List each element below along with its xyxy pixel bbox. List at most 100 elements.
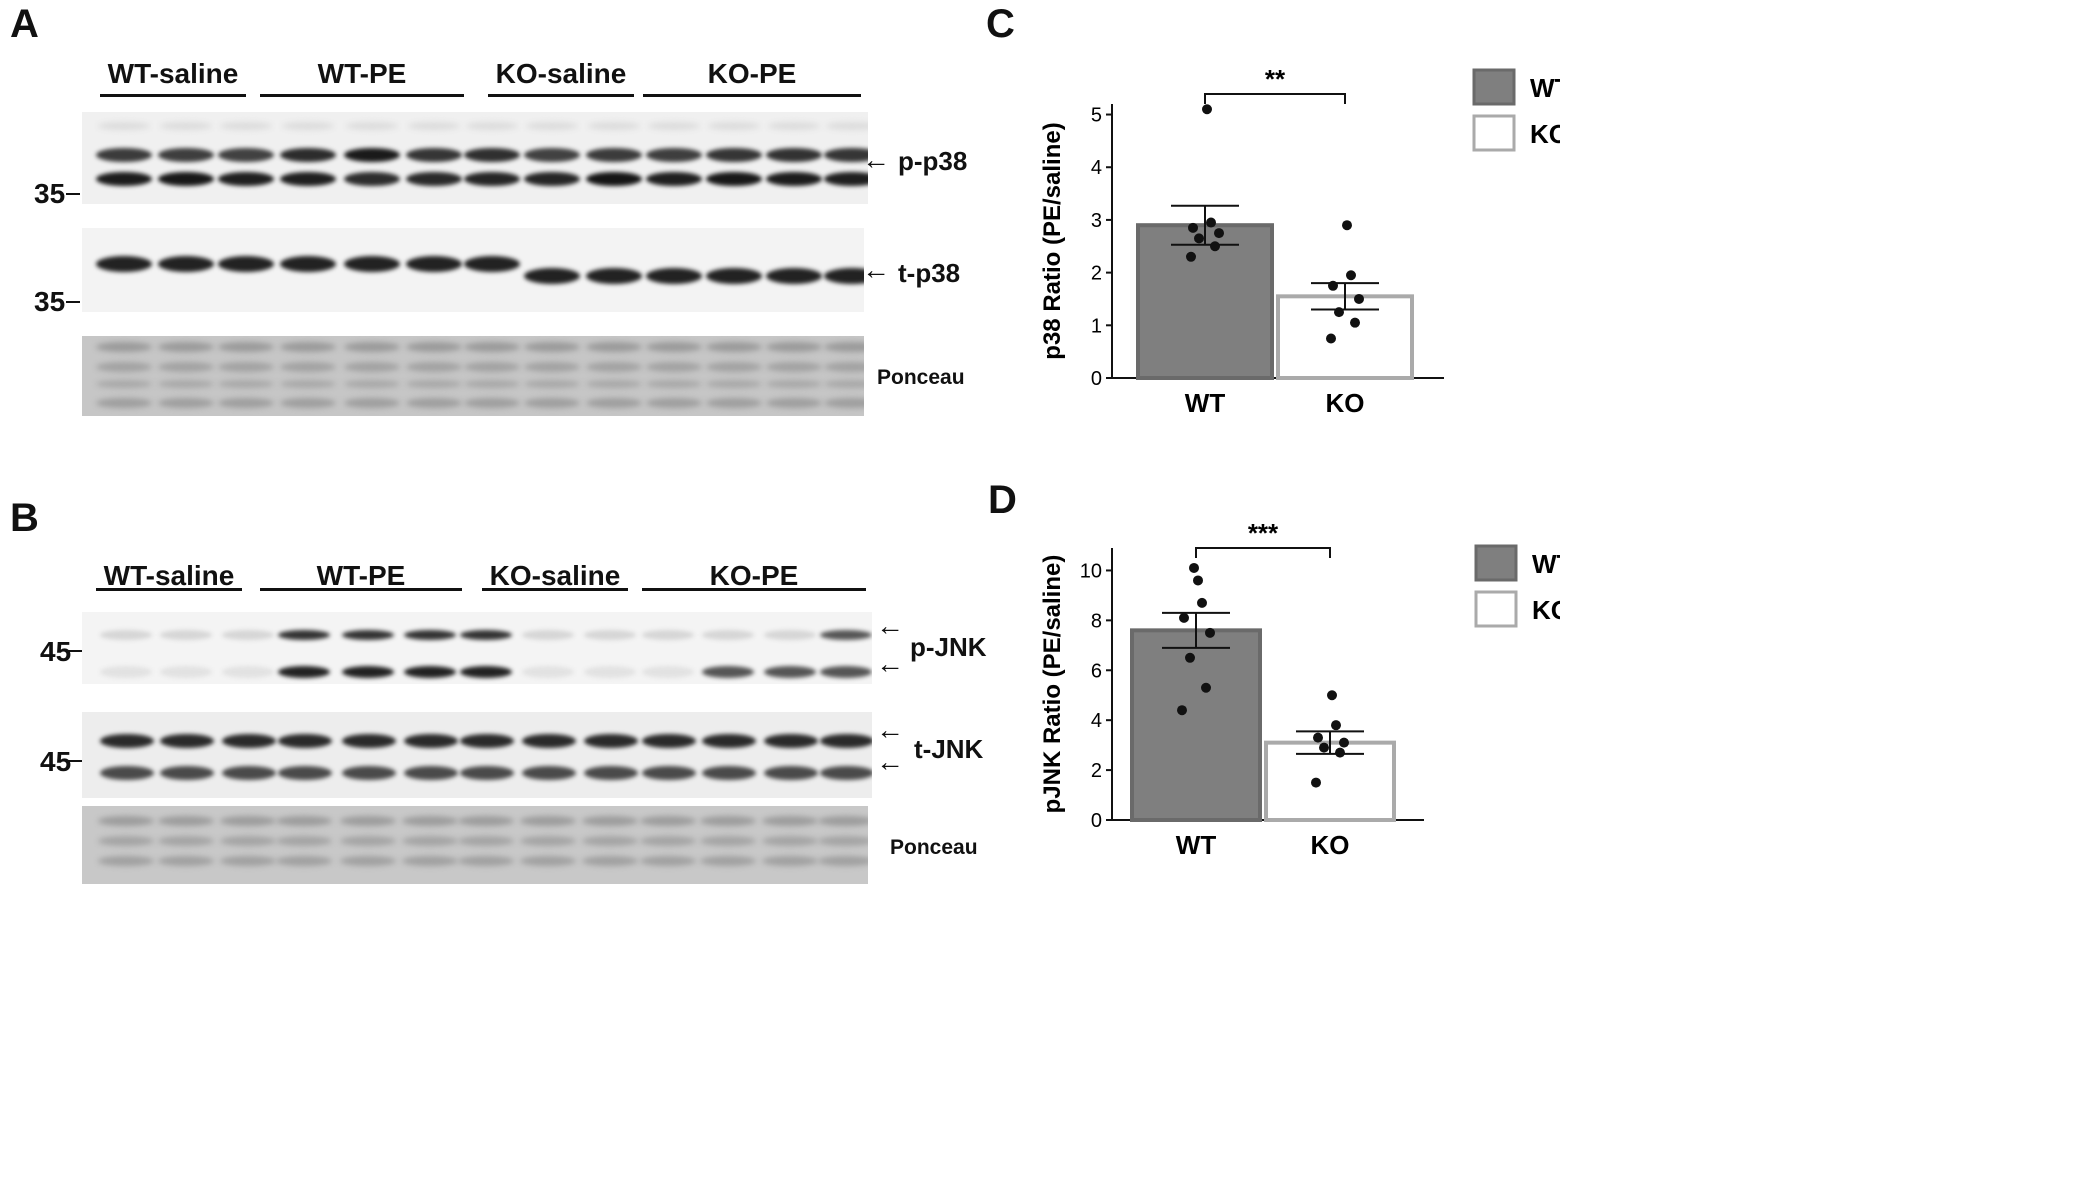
blot-band	[824, 148, 868, 162]
blot-band	[766, 342, 822, 352]
data-point	[1205, 627, 1215, 638]
blot-ponceau-b	[82, 806, 868, 884]
blot-band	[464, 342, 520, 352]
mw-marker: 45	[40, 636, 72, 667]
blot-band	[100, 766, 154, 780]
data-point	[1327, 690, 1337, 701]
blot-band	[342, 734, 396, 748]
bar-wt	[1136, 223, 1274, 380]
data-point	[1202, 104, 1212, 115]
blot-band	[406, 398, 462, 408]
blot-band	[524, 268, 580, 284]
blot-band	[158, 398, 214, 408]
blot-band	[824, 398, 864, 408]
blot-band	[222, 630, 274, 640]
blot-band	[584, 630, 636, 640]
group-label-ko-pe: KO-PE	[709, 560, 799, 591]
blot-band	[96, 380, 152, 388]
blot-band	[98, 122, 150, 130]
blot-band	[346, 122, 398, 130]
blot-band	[642, 766, 696, 780]
blot-band	[586, 148, 642, 162]
blot-band	[160, 766, 214, 780]
blot-band	[342, 630, 394, 640]
blot-band	[280, 362, 336, 372]
y-tick-label: 10	[1080, 560, 1102, 582]
arrow-icon: ←	[862, 144, 890, 175]
blot-band	[222, 766, 276, 780]
blot-band	[458, 856, 514, 866]
panel-c-letter: C	[986, 2, 1015, 46]
blot-band	[582, 836, 638, 846]
blot-band	[406, 380, 462, 388]
blot-band	[524, 398, 580, 408]
blot-band	[340, 856, 396, 866]
blot-label-t-jnk: t-JNK	[914, 734, 984, 764]
blot-band	[458, 816, 514, 826]
blot-band	[584, 766, 638, 780]
blot-label-ponceau-b: Ponceau	[890, 836, 978, 859]
legend-swatch-wt	[1472, 68, 1516, 106]
blot-band	[522, 734, 576, 748]
y-tick-label: 1	[1091, 315, 1102, 337]
data-point	[1177, 705, 1187, 716]
blot-band	[648, 122, 700, 130]
blot-band	[524, 380, 580, 388]
blot-band	[280, 148, 336, 162]
blot-band	[520, 836, 576, 846]
group-label-wt-saline: WT-saline	[103, 560, 235, 591]
group-line	[100, 94, 246, 97]
blot-band	[460, 734, 514, 748]
group-line	[260, 588, 462, 591]
y-tick-label: 0	[1091, 810, 1102, 832]
blot-band	[640, 856, 696, 866]
blot-band	[158, 148, 214, 162]
blot-band	[342, 766, 396, 780]
group-label-ko-saline: KO-saline	[495, 58, 627, 89]
blot-band	[706, 172, 762, 186]
blot-t-p38	[82, 228, 864, 312]
blot-band	[222, 666, 274, 678]
y-tick-label: 8	[1091, 610, 1102, 632]
data-point	[1186, 251, 1196, 262]
arrow-icon: ←	[862, 254, 890, 285]
blot-band	[220, 856, 276, 866]
blot-band	[700, 816, 756, 826]
blot-band	[706, 342, 762, 352]
blot-band	[584, 734, 638, 748]
blot-band	[824, 362, 864, 372]
blot-band	[100, 734, 154, 748]
data-point	[1189, 562, 1199, 573]
blot-band	[820, 630, 872, 640]
blot-band	[820, 766, 872, 780]
blot-band	[276, 836, 332, 846]
blot-band	[464, 362, 520, 372]
arrow-icon: ←	[876, 714, 904, 745]
chart-p38-ratio: 0 1 2 3 4 5 p38 Ratio (PE/saline) WT KO ** WT KO	[1039, 64, 1560, 418]
blot-band	[700, 836, 756, 846]
blot-band	[278, 766, 332, 780]
blot-band	[824, 172, 868, 186]
y-tick-label: 3	[1091, 210, 1102, 232]
legend-label-ko: KO	[1532, 595, 1560, 625]
legend-label-wt: WT	[1530, 73, 1560, 103]
data-point	[1342, 220, 1352, 231]
blot-band	[702, 630, 754, 640]
blot-band	[460, 666, 512, 678]
x-tick-label: KO	[1326, 388, 1365, 418]
mw-tick	[66, 193, 80, 195]
blot-band	[276, 816, 332, 826]
blot-band	[588, 122, 640, 130]
blot-band	[464, 172, 520, 186]
blot-band	[706, 398, 762, 408]
blot-band	[222, 734, 276, 748]
blot-band	[820, 666, 872, 678]
group-line	[96, 588, 242, 591]
blot-band	[766, 362, 822, 372]
legend-label-ko: KO	[1530, 119, 1560, 149]
arrow-icon: ←	[876, 610, 904, 641]
y-tick-label: 2	[1091, 263, 1102, 285]
blot-band	[96, 362, 152, 372]
blot-band	[278, 734, 332, 748]
blot-band	[700, 856, 756, 866]
